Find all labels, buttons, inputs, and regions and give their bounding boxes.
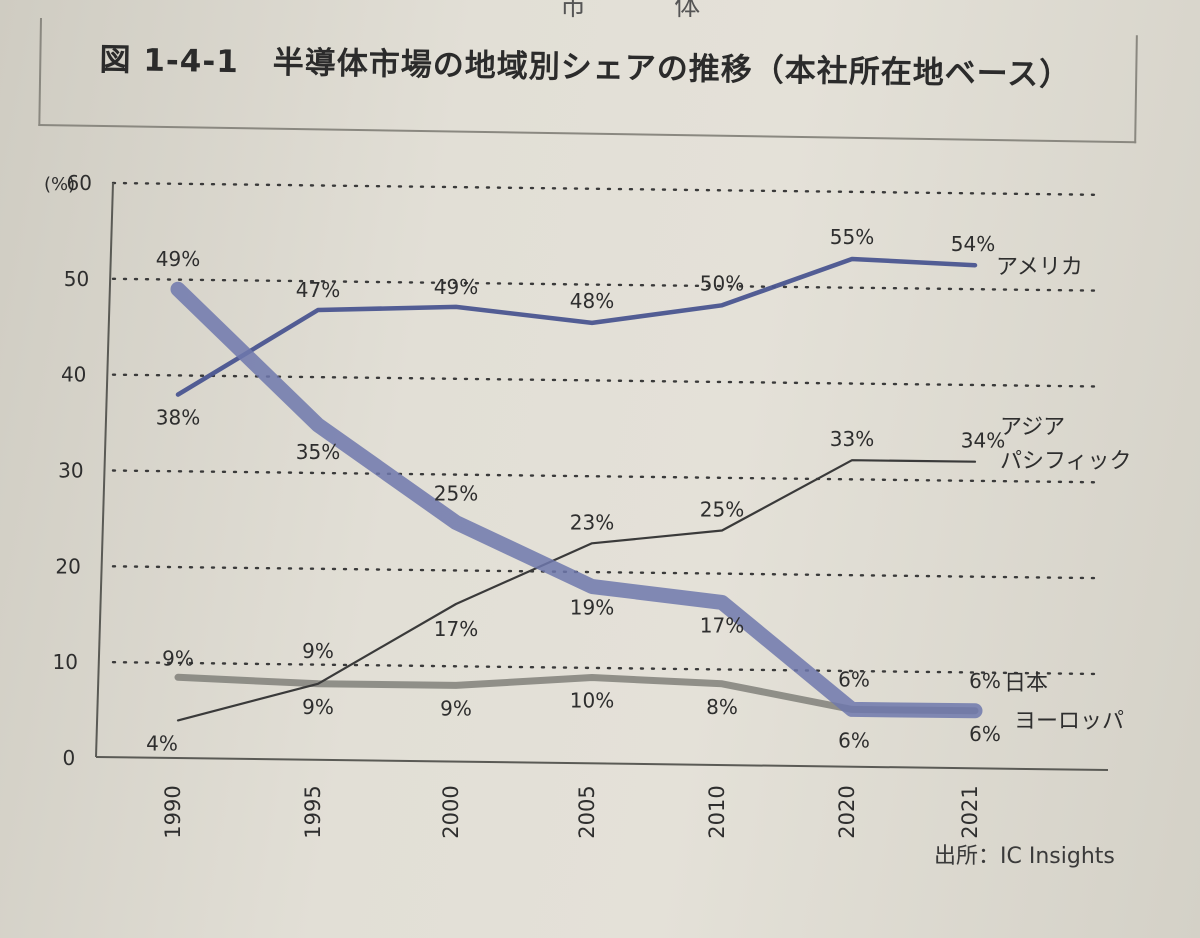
data-label: 23% [570, 510, 614, 534]
series-name-europe: ヨーロッパ [1014, 709, 1124, 734]
data-label: 50% [700, 271, 744, 295]
y-axis-line [95, 182, 114, 758]
data-label: 17% [700, 613, 744, 637]
data-label: 25% [700, 498, 744, 522]
data-label: 25% [434, 482, 478, 506]
data-label: 6% [969, 722, 1001, 746]
y-tick-label: 30 [58, 459, 83, 483]
x-tick-label: 2010 [705, 785, 729, 838]
x-tick-label: 1990 [161, 785, 185, 838]
data-label: 10% [570, 688, 614, 712]
y-tick-label: 40 [61, 363, 86, 387]
series-line [175, 256, 978, 397]
data-label: 6% [969, 669, 1001, 693]
data-label: 17% [434, 617, 478, 641]
data-label: 9% [302, 639, 334, 663]
data-label: 55% [830, 225, 874, 249]
cut-off-text: 市 体 [560, 0, 741, 22]
series-name-asia-line1: アジア [1000, 415, 1065, 440]
x-tick-label: 2005 [575, 785, 599, 838]
series-name-asia-line2: パシフィック [1000, 449, 1132, 474]
gridline [111, 469, 1102, 484]
x-axis-line [95, 756, 1109, 771]
y-tick-label: 20 [55, 554, 80, 578]
y-tick-label: 60 [67, 171, 92, 195]
gridline [111, 660, 1102, 676]
x-tick-label: 2021 [958, 785, 982, 838]
data-label: 9% [162, 646, 194, 670]
data-label: 6% [838, 667, 870, 691]
series-name-usa: アメリカ [996, 255, 1083, 280]
data-label: 49% [156, 247, 200, 271]
gridline [111, 565, 1102, 580]
data-label: 47% [296, 278, 340, 302]
source-note: 出所：IC Insights [934, 844, 1115, 869]
data-label: 33% [830, 427, 874, 451]
data-label: 19% [570, 595, 614, 619]
series-line [176, 459, 977, 722]
data-label: 49% [434, 275, 478, 299]
data-label: 48% [570, 289, 614, 313]
x-tick-label: 2000 [439, 785, 463, 838]
y-tick-label: 0 [62, 746, 75, 770]
data-label: 8% [706, 695, 738, 719]
series-line [170, 281, 983, 719]
data-label: 4% [146, 731, 178, 755]
y-tick-label: 50 [64, 267, 89, 291]
y-tick-label: 10 [53, 650, 78, 674]
gridline [111, 277, 1102, 292]
data-label: 54% [951, 232, 995, 256]
data-label: 6% [838, 728, 870, 752]
data-label: 35% [296, 440, 340, 464]
data-label: 34% [961, 429, 1005, 453]
series-name-japan: 日本 [1004, 671, 1048, 696]
y-axis-unit: (%) [44, 174, 75, 195]
data-label: 9% [302, 695, 334, 719]
data-label: 9% [440, 696, 472, 720]
gridline [111, 181, 1102, 197]
data-label: 38% [156, 406, 200, 430]
x-tick-label: 1995 [301, 785, 325, 838]
x-tick-label: 2020 [835, 785, 859, 838]
